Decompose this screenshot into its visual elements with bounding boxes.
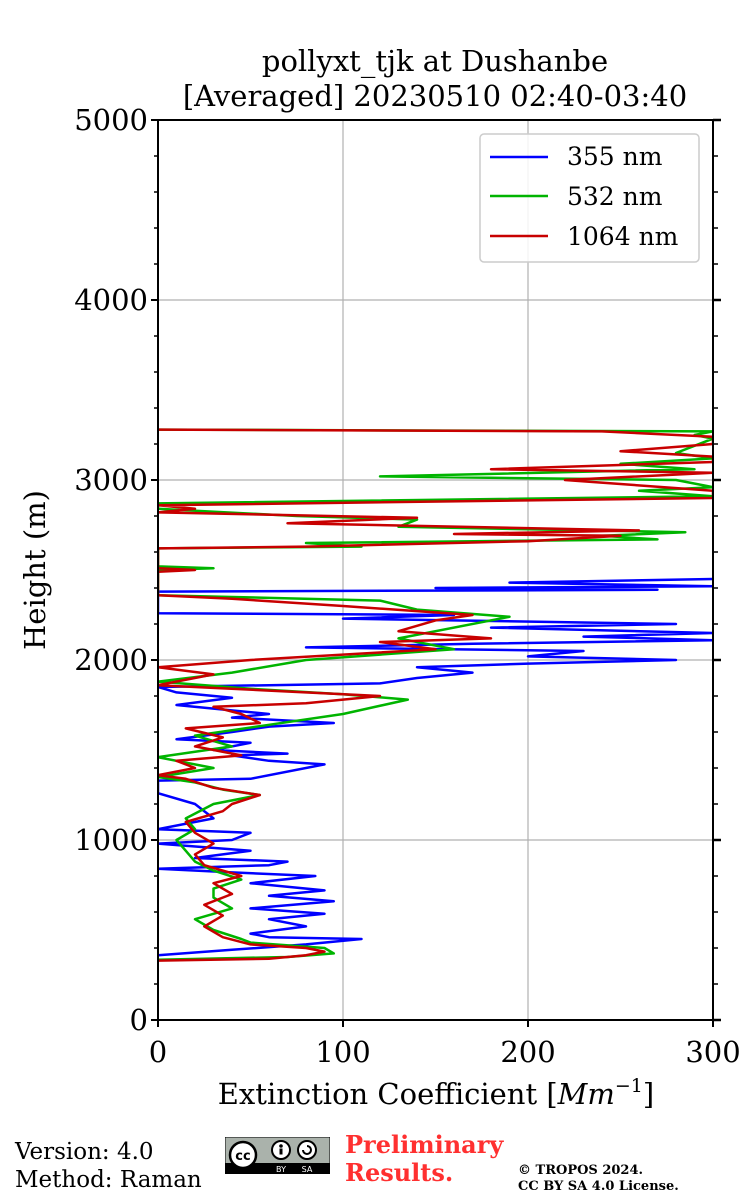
by-icon-body bbox=[279, 1148, 283, 1155]
x-tick-label: 100 bbox=[315, 1035, 370, 1069]
series-line-355-nm bbox=[158, 577, 713, 957]
sa-icon bbox=[297, 1140, 317, 1160]
x-axis-label: Extinction Coefficient [Mm−1] bbox=[218, 1075, 654, 1111]
x-tick-label: 300 bbox=[685, 1035, 740, 1069]
preliminary-results-notice: Preliminary Results. bbox=[345, 1131, 503, 1187]
x-tick-label: 0 bbox=[149, 1035, 167, 1069]
y-axis-label: Height (m) bbox=[18, 490, 52, 650]
series-line-532-nm bbox=[158, 428, 713, 961]
legend-label-532: 532 nm bbox=[567, 182, 663, 211]
y-tick-label: 4000 bbox=[74, 283, 148, 317]
cc-icon bbox=[228, 1140, 258, 1170]
y-tick-label: 0 bbox=[130, 1003, 148, 1037]
y-tick-label: 5000 bbox=[74, 103, 148, 137]
y-tick-label: 2000 bbox=[74, 643, 148, 677]
sa-icon-arrow bbox=[302, 1145, 312, 1155]
by-label: BY bbox=[276, 1165, 286, 1174]
cc-icon-text: cc bbox=[235, 1149, 250, 1164]
cc-badge-strip bbox=[225, 1163, 330, 1174]
legend-box bbox=[479, 133, 700, 263]
method-text: Method: Raman bbox=[15, 1167, 202, 1193]
footer-info: Version: 4.0 Method: Raman bbox=[15, 1138, 202, 1194]
x-tick-label: 200 bbox=[500, 1035, 555, 1069]
copyright-notice: © TROPOS 2024. CC BY SA 4.0 License. bbox=[518, 1163, 679, 1195]
sa-label: SA bbox=[302, 1165, 313, 1174]
chart-title: pollyxt_tjk at Dushanbe bbox=[262, 44, 608, 79]
version-text: Version: 4.0 bbox=[15, 1139, 154, 1165]
legend-label-1064: 1064 nm bbox=[567, 222, 679, 251]
preliminary-line-2: Results. bbox=[345, 1158, 454, 1187]
y-tick-label: 3000 bbox=[74, 463, 148, 497]
data-series bbox=[158, 428, 713, 962]
plot-frame bbox=[157, 119, 714, 1021]
cc-by-sa-badge: cc BY SA bbox=[225, 1137, 330, 1174]
series-line-1064-nm bbox=[158, 428, 713, 962]
legend: 355 nm 532 nm 1064 nm bbox=[479, 133, 700, 263]
copyright-line-2: CC BY SA 4.0 License. bbox=[518, 1179, 679, 1194]
legend-label-355: 355 nm bbox=[567, 142, 663, 171]
preliminary-line-1: Preliminary bbox=[345, 1130, 504, 1159]
y-tick-label: 1000 bbox=[74, 823, 148, 857]
by-icon-head bbox=[279, 1144, 283, 1148]
copyright-line-1: © TROPOS 2024. bbox=[518, 1163, 644, 1178]
chart-subtitle: [Averaged] 20230510 02:40-03:40 bbox=[183, 79, 687, 113]
